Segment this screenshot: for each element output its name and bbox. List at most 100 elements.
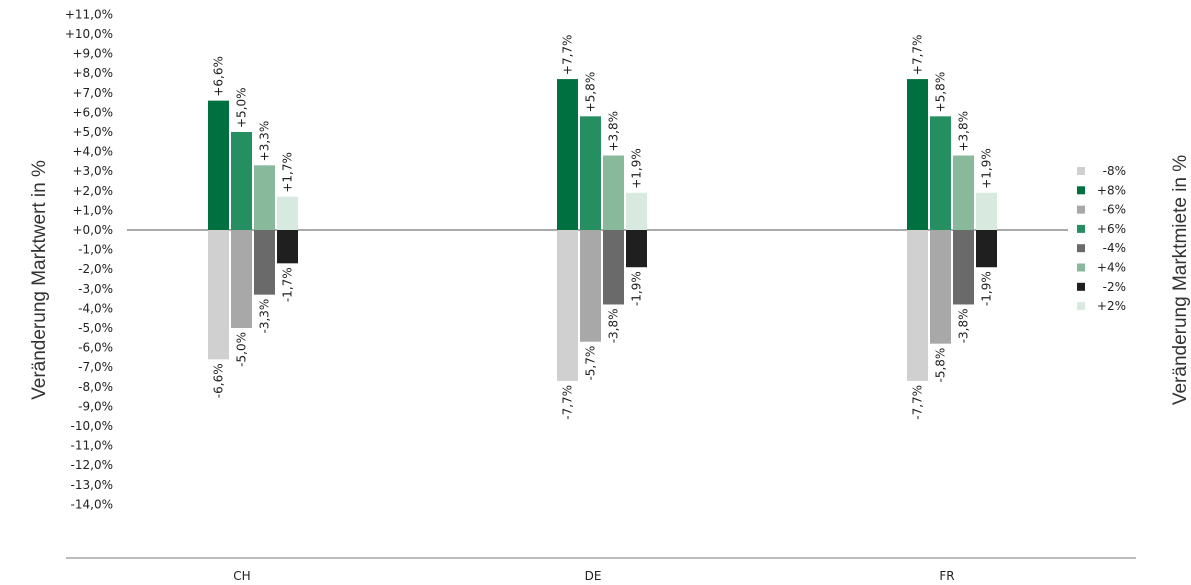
bar: [254, 230, 275, 295]
data-label: +5,0%: [235, 87, 249, 128]
legend-swatch: [1077, 302, 1085, 311]
data-label: -7,7%: [911, 385, 925, 420]
data-label: -7,7%: [561, 385, 575, 420]
bar: [603, 230, 624, 305]
data-label: -1,9%: [630, 271, 644, 306]
data-label: +1,9%: [630, 148, 644, 189]
y-tick-label: -7,0%: [78, 360, 113, 374]
bar: [626, 192, 647, 230]
y-tick-label: +2,0%: [72, 184, 113, 198]
y-tick-label: +8,0%: [72, 66, 113, 80]
y-tick-label: -1,0%: [78, 243, 113, 257]
legend-swatch: [1077, 186, 1085, 195]
y-tick-label: -10,0%: [71, 419, 113, 433]
data-label: -6,6%: [212, 363, 226, 398]
data-label: -3,8%: [607, 308, 621, 343]
bar: [580, 116, 601, 230]
bar: [907, 230, 928, 381]
bar: [231, 132, 252, 230]
y-tick-label: +11,0%: [65, 7, 113, 21]
data-label: -5,7%: [584, 346, 598, 381]
bar: [976, 230, 997, 268]
y-tick-label: -8,0%: [78, 380, 113, 394]
data-label: +6,6%: [212, 56, 226, 97]
bar: [557, 230, 578, 381]
bar: [254, 165, 275, 230]
y-tick-label: -2,0%: [78, 262, 113, 276]
legend-label: +4%: [1097, 261, 1126, 275]
bar: [208, 100, 229, 230]
legend-swatch: [1077, 205, 1085, 214]
category-label: FR: [939, 569, 954, 583]
y-tick-label: +6,0%: [72, 105, 113, 119]
bar: [976, 192, 997, 230]
bar: [231, 230, 252, 328]
legend-label: -8%: [1103, 164, 1126, 178]
data-labels: -6,6% +6,6% -5,0% +5,0% -3,3% +3,3% -1,7% +1,7%…: [212, 35, 994, 420]
category-label: CH: [233, 569, 250, 583]
y-tick-label: +3,0%: [72, 164, 113, 178]
bar: [208, 230, 229, 360]
legend-swatch: [1077, 244, 1085, 253]
y-tick-label: -3,0%: [78, 282, 113, 296]
bar: [580, 230, 601, 342]
legend-label: +6%: [1097, 222, 1126, 236]
data-label: +3,3%: [258, 121, 272, 162]
category-label: DE: [585, 569, 602, 583]
y-tick-label: -12,0%: [71, 458, 113, 472]
data-label: -1,7%: [281, 267, 295, 302]
bar: [930, 230, 951, 344]
data-label: +5,8%: [584, 72, 598, 113]
y-tick-label: +4,0%: [72, 145, 113, 159]
y-tick-label: -4,0%: [78, 301, 113, 315]
legend-label: +2%: [1097, 299, 1126, 313]
bar: [930, 116, 951, 230]
data-label: +1,9%: [980, 148, 994, 189]
bar: [603, 155, 624, 230]
bar: [953, 230, 974, 305]
data-label: -5,8%: [934, 348, 948, 383]
data-label: +1,7%: [281, 152, 295, 193]
data-label: -5,0%: [235, 332, 249, 367]
y-tick-label: +5,0%: [72, 125, 113, 139]
y-tick-label: +7,0%: [72, 86, 113, 100]
legend-swatch: [1077, 224, 1085, 233]
legend: -8% +8% -6% +6% -4% +4% -2% +2%: [1077, 164, 1126, 313]
bar: [907, 79, 928, 230]
data-label: -3,3%: [258, 299, 272, 334]
data-label: +5,8%: [934, 72, 948, 113]
y-tick-label: -6,0%: [78, 341, 113, 355]
bar: [277, 196, 298, 230]
x-axis-categories: CH DE FR: [233, 569, 954, 583]
y-tick-label: +9,0%: [72, 47, 113, 61]
legend-label: -6%: [1103, 203, 1126, 217]
legend-swatch: [1077, 282, 1085, 291]
bar: [953, 155, 974, 230]
bar: [277, 230, 298, 264]
y-tick-label: -13,0%: [71, 478, 113, 492]
y-tick-label: -11,0%: [71, 439, 113, 453]
legend-swatch: [1077, 167, 1085, 175]
bars: [208, 79, 997, 381]
data-label: +7,7%: [561, 35, 575, 76]
legend-label: -2%: [1103, 280, 1126, 294]
y-tick-label: -5,0%: [78, 321, 113, 335]
y-tick-label: +1,0%: [72, 203, 113, 217]
legend-label: -4%: [1103, 241, 1126, 255]
y-tick-label: +10,0%: [65, 27, 113, 41]
data-label: -1,9%: [980, 271, 994, 306]
y-axis-ticks: +11,0% +10,0% +9,0% +8,0% +7,0% +6,0% +5,0% +4,…: [65, 7, 113, 511]
y-tick-label: +0,0%: [72, 223, 113, 237]
bar: [557, 79, 578, 230]
y-tick-label: -14,0%: [71, 497, 113, 511]
y-axis-title-left: Veränderung Marktwert in %: [29, 160, 50, 400]
legend-swatch: [1077, 263, 1085, 272]
data-label: +7,7%: [911, 35, 925, 76]
data-label: +3,8%: [607, 111, 621, 152]
data-label: -3,8%: [957, 308, 971, 343]
legend-label: +8%: [1097, 183, 1126, 197]
y-axis-title-right: Veränderung Marktmiete in %: [1170, 155, 1191, 405]
y-tick-label: -9,0%: [78, 399, 113, 413]
data-label: +3,8%: [957, 111, 971, 152]
